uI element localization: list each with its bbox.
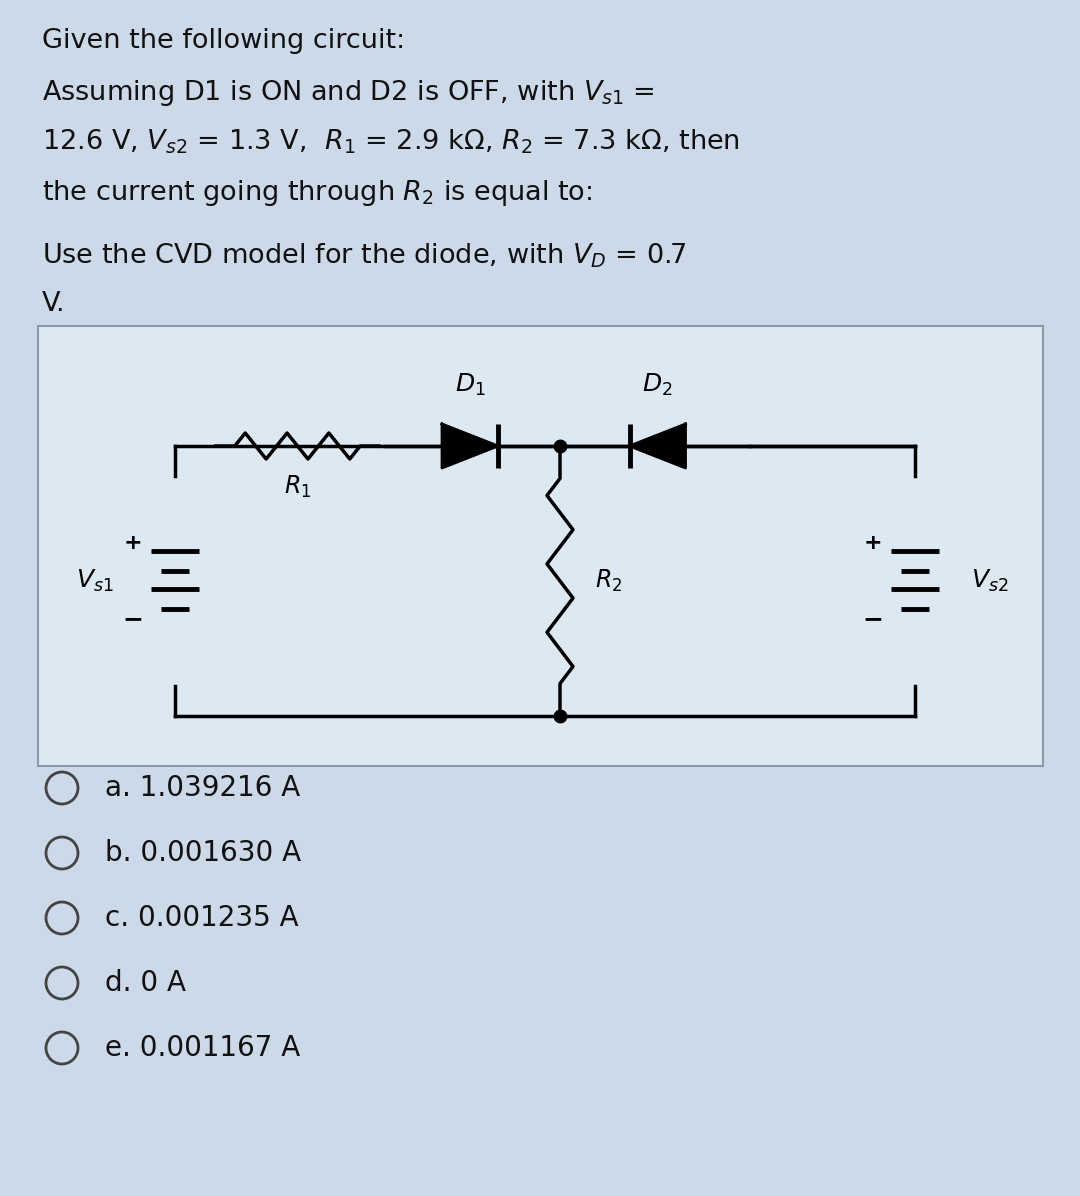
Text: Given the following circuit:: Given the following circuit: [42,28,405,54]
Text: Use the CVD model for the diode, with $V_D$ = 0.7: Use the CVD model for the diode, with $V… [42,242,687,269]
Text: Assuming D1 is ON and D2 is OFF, with $V_{s1}$ =: Assuming D1 is ON and D2 is OFF, with $V… [42,78,654,108]
Text: $R_2$: $R_2$ [595,568,622,594]
Text: the current going through $R_2$ is equal to:: the current going through $R_2$ is equal… [42,178,593,208]
Text: +: + [124,533,143,553]
Text: −: − [122,608,144,631]
Text: +: + [864,533,882,553]
Text: $D_2$: $D_2$ [643,372,673,398]
Text: d. 0 A: d. 0 A [105,969,186,997]
FancyBboxPatch shape [38,327,1043,765]
Text: −: − [863,608,883,631]
Text: e. 0.001167 A: e. 0.001167 A [105,1035,300,1062]
Text: $V_{s2}$: $V_{s2}$ [971,568,1009,594]
Text: $R_1$: $R_1$ [284,474,311,500]
Text: V.: V. [42,291,66,317]
Text: a. 1.039216 A: a. 1.039216 A [105,774,300,803]
Polygon shape [442,425,498,468]
Text: c. 0.001235 A: c. 0.001235 A [105,904,299,932]
Text: b. 0.001630 A: b. 0.001630 A [105,840,301,867]
Text: $D_1$: $D_1$ [455,372,485,398]
Text: 12.6 V, $V_{s2}$ = 1.3 V,  $R_1$ = 2.9 k$\Omega$, $R_2$ = 7.3 k$\Omega$, then: 12.6 V, $V_{s2}$ = 1.3 V, $R_1$ = 2.9 k$… [42,128,740,157]
Polygon shape [630,425,686,468]
Text: $V_{s1}$: $V_{s1}$ [77,568,113,594]
